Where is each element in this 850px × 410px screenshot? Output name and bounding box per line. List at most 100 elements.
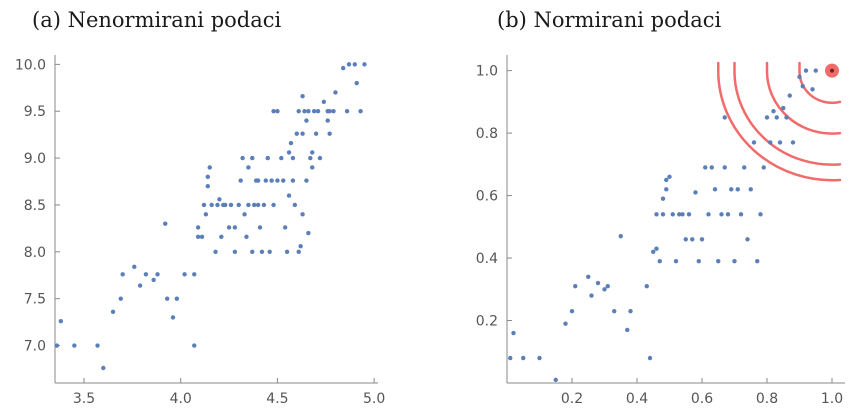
chart-a-y-tick-label: 9.5: [24, 104, 46, 120]
chart-a-data-point: [282, 225, 288, 230]
chart-b-data-point: [745, 237, 750, 242]
chart-a-data-point: [302, 109, 307, 114]
chart-b-data-point: [673, 258, 679, 264]
chart-a-data-point: [143, 272, 149, 277]
chart-a-data-point: [362, 62, 367, 67]
chart-a-data-point: [164, 296, 170, 301]
chart-b-data-point: [683, 237, 688, 242]
chart-a-data-point: [242, 212, 247, 217]
chart-b-data-point: [703, 165, 708, 170]
chart-b-data-point: [764, 115, 770, 120]
chart-b-data-point: [787, 93, 792, 98]
chart-a-data-point: [340, 65, 346, 71]
chart-b-data-point: [810, 87, 815, 92]
chart-b-data-point: [569, 308, 575, 314]
chart-a-y-tick-label: 9.0: [24, 151, 46, 167]
chart-b-data-point: [586, 274, 591, 279]
chart-b-data-point: [735, 187, 740, 192]
chart-a-data-point: [219, 234, 224, 240]
chart-b-y-tick-label: 1.0: [476, 64, 498, 80]
chart-a-data-point: [265, 155, 270, 161]
chart-a-data-point: [213, 249, 218, 254]
chart-a-data-point: [255, 178, 261, 183]
chart-a-data-point: [255, 202, 261, 208]
chart-a-data-point: [174, 296, 180, 301]
chart-a-data-point: [246, 165, 251, 170]
chart-b-data-point: [595, 280, 601, 286]
chart-b-data-point: [618, 233, 623, 239]
chart-b-data-point: [784, 115, 789, 120]
chart-a-data-point: [95, 343, 100, 348]
chart-a-data-point: [232, 249, 238, 254]
chart-b-y-tick-label: 0.8: [476, 126, 498, 142]
chart-a-data-point: [263, 178, 269, 183]
chart-a-y-tick-label: 8.0: [24, 245, 46, 261]
chart-b-distance-arc: [733, 61, 842, 166]
chart-a-x-tick-label: 3.5: [73, 391, 95, 407]
chart-a-data-point: [344, 109, 350, 114]
chart-b-data-point: [644, 283, 649, 289]
chart-b-y-tick-label: 0.6: [476, 189, 498, 205]
chart-a-data-point: [288, 140, 294, 146]
chart-a-data-point: [240, 155, 245, 161]
chart-a-data-point: [331, 109, 336, 114]
chart-b-data-point: [680, 212, 685, 217]
chart-a-data-point: [215, 202, 220, 208]
chart-b-title: (b) Normirani podaci: [497, 8, 721, 32]
chart-a-data-point: [201, 202, 207, 208]
chart-b-data-point: [797, 74, 802, 80]
chart-a-data-point: [306, 109, 311, 114]
chart-b-data-point: [693, 190, 698, 195]
chart-a-data-point: [300, 212, 305, 217]
chart-b-distance-arc: [716, 61, 842, 182]
chart-a-y-tick-label: 7.0: [24, 339, 46, 355]
chart-a-data-point: [286, 193, 292, 198]
chart-b-data-point: [660, 212, 666, 217]
chart-b-data-point: [625, 327, 630, 333]
chart-a-data-point: [137, 283, 143, 288]
chart-a-data-point: [315, 109, 321, 114]
chart-a-data-point: [286, 150, 292, 155]
chart-b-data-point: [771, 109, 776, 114]
chart-a-y-tick-label: 10.0: [15, 57, 46, 73]
chart-b-data-point: [761, 165, 766, 170]
chart-a-data-point: [118, 296, 123, 301]
chart-a-data-point: [203, 212, 209, 217]
chart-b-data-point: [664, 187, 669, 192]
chart-b-data-point: [781, 105, 786, 111]
chart-a-data-point: [298, 243, 303, 249]
chart-b-data-point: [719, 212, 724, 217]
chart-a-data-point: [257, 225, 263, 230]
chart-b-data-point: [706, 212, 711, 217]
chart-a-data-point: [244, 234, 249, 240]
chart-b-data-point: [751, 140, 757, 145]
chart-a-data-point: [325, 118, 330, 123]
chart-b-data-point: [563, 321, 568, 326]
chart-b-data-point: [589, 293, 594, 298]
chart-a-data-point: [304, 118, 309, 123]
chart-b-data-point: [670, 212, 675, 217]
chart-a-data-point: [192, 272, 197, 277]
chart-a-x-tick-label: 4.0: [170, 391, 192, 407]
chart-a-data-point: [101, 365, 106, 371]
chart-a-data-point: [170, 315, 176, 320]
chart-a-data-point: [292, 202, 298, 208]
chart-b-data-point: [628, 308, 633, 314]
chart-b-data-point: [602, 287, 607, 292]
chart-a-data-point: [284, 249, 290, 254]
chart-a-data-point: [275, 109, 280, 114]
chart-a-data-point: [238, 178, 243, 183]
chart-b-data-point: [651, 249, 656, 254]
chart-a-data-point: [267, 249, 272, 254]
chart-a-x-tick-label: 5.0: [363, 391, 385, 407]
chart-a-data-point: [252, 202, 257, 208]
chart-a-data-point: [163, 221, 168, 226]
chart-a-plot-area: 3.5 4.0 4.5 5.0 7.0 7.5 8.0 8.5 9.0 9.5 10.0: [15, 55, 385, 407]
chart-a-data-point: [192, 343, 197, 348]
chart-b-data-point: [654, 212, 659, 217]
chart-a-data-point: [310, 165, 315, 170]
chart-b-data-point: [647, 355, 653, 361]
chart-a-data-point: [217, 197, 222, 202]
chart-b-data-point: [573, 283, 578, 289]
chart-b-data-point: [722, 165, 727, 170]
